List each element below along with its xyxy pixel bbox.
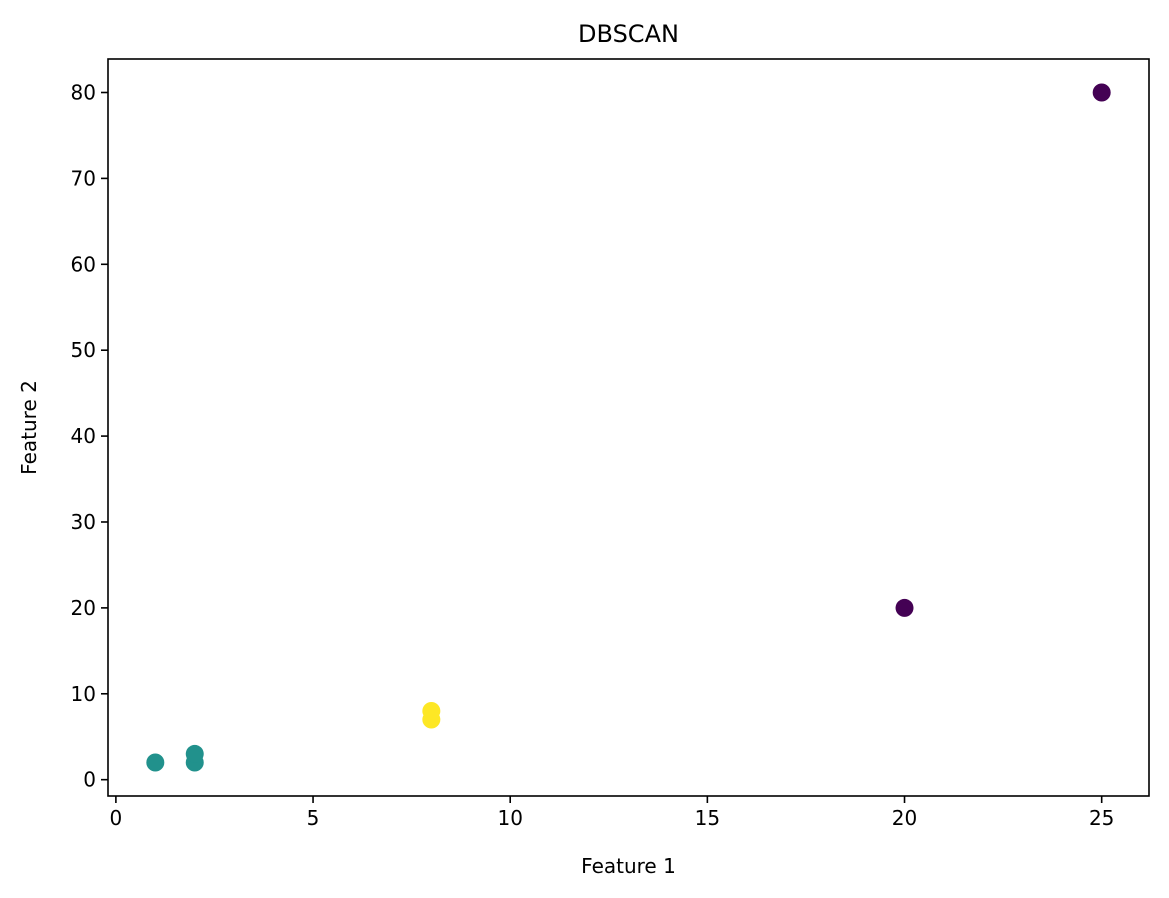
- scatter-point: [146, 753, 165, 772]
- scatter-point: [1092, 83, 1111, 102]
- chart-title: DBSCAN: [578, 20, 679, 48]
- x-tick-label: 20: [892, 806, 917, 830]
- y-tick-label: 20: [71, 596, 96, 620]
- scatter-point: [185, 744, 204, 763]
- y-tick-label: 50: [71, 338, 96, 362]
- y-tick-label: 30: [71, 510, 96, 534]
- y-tick-label: 70: [71, 166, 96, 190]
- y-tick-label: 10: [71, 682, 96, 706]
- x-tick-label: 5: [307, 806, 320, 830]
- y-tick-label: 60: [71, 252, 96, 276]
- y-tick-label: 40: [71, 424, 96, 448]
- y-axis-ticks: 0 10 20 30 40 50 60 70 80: [71, 81, 108, 792]
- scatter-point: [422, 701, 441, 720]
- y-tick-label: 80: [71, 81, 96, 105]
- x-axis-title: Feature 1: [581, 854, 676, 878]
- y-axis-title: Feature 2: [17, 380, 41, 475]
- x-tick-label: 15: [695, 806, 720, 830]
- data-points: [146, 83, 1111, 772]
- y-tick-label: 0: [83, 768, 96, 792]
- x-tick-label: 25: [1089, 806, 1114, 830]
- x-axis-ticks: 0 5 10 15 20 25: [110, 796, 1114, 830]
- x-tick-label: 10: [497, 806, 522, 830]
- plot-area-frame: [107, 58, 1150, 797]
- scatter-point: [895, 598, 914, 617]
- x-tick-label: 0: [110, 806, 123, 830]
